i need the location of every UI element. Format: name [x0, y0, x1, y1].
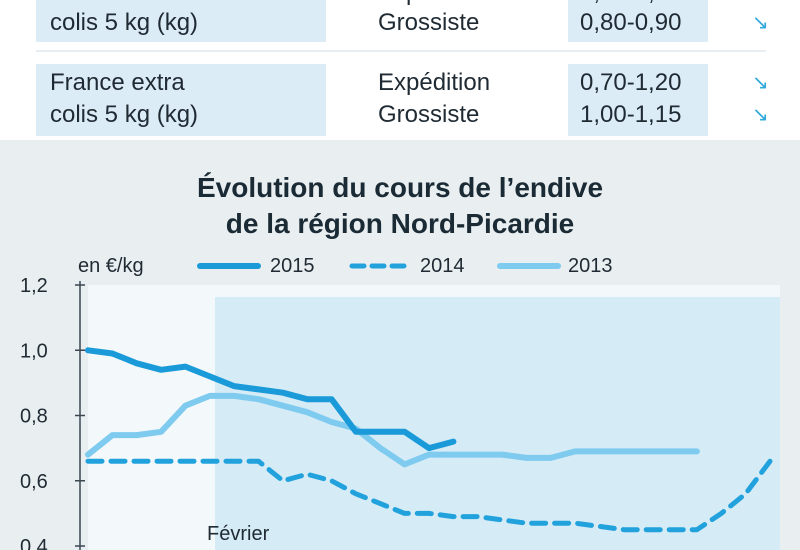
table-row-extra: France extra colis 5 kg (kg) Expédition … [36, 64, 769, 136]
price-range: 0,80-0,90 [580, 9, 682, 36]
chart-title-line-2: de la région Nord-Picardie [225, 208, 575, 239]
legend-label-2014: 2014 [420, 255, 465, 277]
shaded-period [215, 297, 780, 550]
legend-label-2013: 2013 [568, 255, 613, 277]
y-tick-label: 1,2 [20, 275, 48, 297]
trend-down-icon: ↘ [752, 12, 769, 34]
trend-up-icon: ↗ [752, 0, 769, 10]
price-range: 1,00-1,15 [580, 101, 682, 128]
product-name: France extra [50, 69, 185, 96]
row-divider [36, 50, 766, 52]
stage-label: Expédition [378, 69, 491, 96]
price-range: 0,60-0,90 [580, 0, 681, 10]
series-line-2015 [85, 347, 457, 452]
y-tick-label: 0,6 [20, 471, 48, 493]
stage-label: Expédition [378, 0, 490, 10]
chart-title: Évolution du cours de l’endive de la rég… [0, 170, 800, 242]
chart-title-line-1: Évolution du cours de l’endive [196, 172, 604, 203]
y-axis-unit: en €/kg [78, 255, 144, 277]
x-annotation-fevrier: Février [207, 523, 270, 545]
legend-label-2015: 2015 [270, 255, 315, 277]
y-tick-label: 0,8 [20, 406, 48, 428]
product-packaging: colis 5 kg (kg) [50, 101, 199, 128]
stage-label: Grossiste [378, 101, 480, 128]
table-row-cat1: France cat. I colis 5 kg (kg) Expédition… [36, 0, 769, 42]
price-table: France cat. I colis 5 kg (kg) Expédition… [0, 0, 800, 140]
product-name: France cat. I [50, 0, 183, 10]
trend-down-icon: ↘ [752, 72, 769, 94]
y-tick-label: 0,4 [20, 536, 48, 550]
product-packaging: colis 5 kg (kg) [50, 9, 199, 36]
series-line-2013 [85, 392, 700, 468]
trend-down-icon: ↘ [752, 104, 769, 126]
stage-label: Grossiste [378, 9, 480, 36]
y-tick-label: 1,0 [20, 340, 48, 362]
price-range: 0,70-1,20 [580, 69, 682, 96]
